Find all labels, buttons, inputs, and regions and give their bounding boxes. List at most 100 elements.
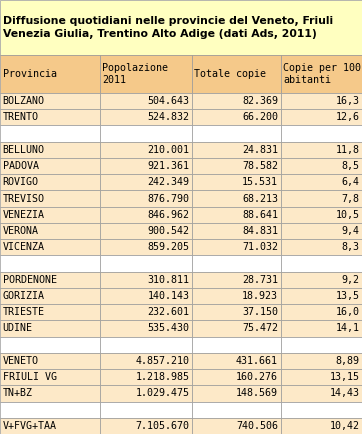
Text: 10,5: 10,5 [336,210,359,220]
Bar [281,385,362,401]
Text: 71.032: 71.032 [242,242,278,252]
Bar [0,239,100,255]
Bar [281,255,362,272]
Text: 88.641: 88.641 [242,210,278,220]
Text: 524.832: 524.832 [147,112,189,122]
Bar [192,174,281,191]
Bar [281,401,362,418]
Bar [100,320,192,337]
Text: 18.923: 18.923 [242,291,278,301]
Text: ROVIGO: ROVIGO [3,178,38,187]
Text: GORIZIA: GORIZIA [3,291,45,301]
Bar [100,288,192,304]
Text: 24.831: 24.831 [242,145,278,155]
Bar [281,158,362,174]
Text: 7.105.670: 7.105.670 [135,421,189,431]
Bar [281,191,362,207]
Bar [100,223,192,239]
Bar [192,55,281,93]
Text: VENEZIA: VENEZIA [3,210,45,220]
Bar [0,142,100,158]
Text: TRENTO: TRENTO [3,112,38,122]
Bar [0,369,100,385]
Bar [100,337,192,353]
Text: 921.361: 921.361 [147,161,189,171]
Text: TREVISO: TREVISO [3,194,45,204]
Text: 148.569: 148.569 [236,388,278,398]
Bar [0,158,100,174]
Bar [0,125,100,142]
Bar [192,337,281,353]
Text: 11,8: 11,8 [336,145,359,155]
Text: 210.001: 210.001 [147,145,189,155]
Text: FRIULI VG: FRIULI VG [3,372,56,382]
Text: 13,5: 13,5 [336,291,359,301]
Bar [100,418,192,434]
Text: 16,0: 16,0 [336,307,359,317]
Text: 8,3: 8,3 [341,242,359,252]
Text: 9,4: 9,4 [341,226,359,236]
Bar [0,385,100,401]
Bar [100,109,192,125]
Bar [0,0,362,55]
Text: 37.150: 37.150 [242,307,278,317]
Text: 900.542: 900.542 [147,226,189,236]
Bar [281,174,362,191]
Bar [281,320,362,337]
Bar [281,272,362,288]
Bar [0,191,100,207]
Text: PORDENONE: PORDENONE [3,275,56,285]
Bar [192,223,281,239]
Text: 82.369: 82.369 [242,96,278,106]
Bar [192,109,281,125]
Text: 8,5: 8,5 [341,161,359,171]
Text: 10,42: 10,42 [329,421,359,431]
Bar [281,93,362,109]
Text: TRIESTE: TRIESTE [3,307,45,317]
Bar [100,174,192,191]
Bar [192,125,281,142]
Text: 8,89: 8,89 [336,356,359,366]
Bar [0,353,100,369]
Bar [0,109,100,125]
Text: 84.831: 84.831 [242,226,278,236]
Text: 740.506: 740.506 [236,421,278,431]
Bar [281,304,362,320]
Text: 16,3: 16,3 [336,96,359,106]
Text: 1.029.475: 1.029.475 [135,388,189,398]
Text: Provincia: Provincia [3,69,56,79]
Text: V+FVG+TAA: V+FVG+TAA [3,421,56,431]
Text: 14,1: 14,1 [336,323,359,333]
Text: 15.531: 15.531 [242,178,278,187]
Bar [192,255,281,272]
Bar [281,239,362,255]
Text: BOLZANO: BOLZANO [3,96,45,106]
Bar [0,288,100,304]
Text: 846.962: 846.962 [147,210,189,220]
Text: PADOVA: PADOVA [3,161,38,171]
Bar [281,418,362,434]
Bar [192,142,281,158]
Text: 9,2: 9,2 [341,275,359,285]
Text: BELLUNO: BELLUNO [3,145,45,155]
Bar [100,401,192,418]
Bar [0,401,100,418]
Bar [192,288,281,304]
Bar [100,255,192,272]
Text: 7,8: 7,8 [341,194,359,204]
Bar [192,353,281,369]
Text: 75.472: 75.472 [242,323,278,333]
Bar [100,55,192,93]
Bar [0,223,100,239]
Bar [281,369,362,385]
Bar [281,207,362,223]
Text: 859.205: 859.205 [147,242,189,252]
Bar [281,125,362,142]
Bar [100,191,192,207]
Text: 310.811: 310.811 [147,275,189,285]
Text: VENETO: VENETO [3,356,38,366]
Text: Popolazione
2011: Popolazione 2011 [102,63,168,85]
Bar [100,207,192,223]
Bar [100,272,192,288]
Bar [0,320,100,337]
